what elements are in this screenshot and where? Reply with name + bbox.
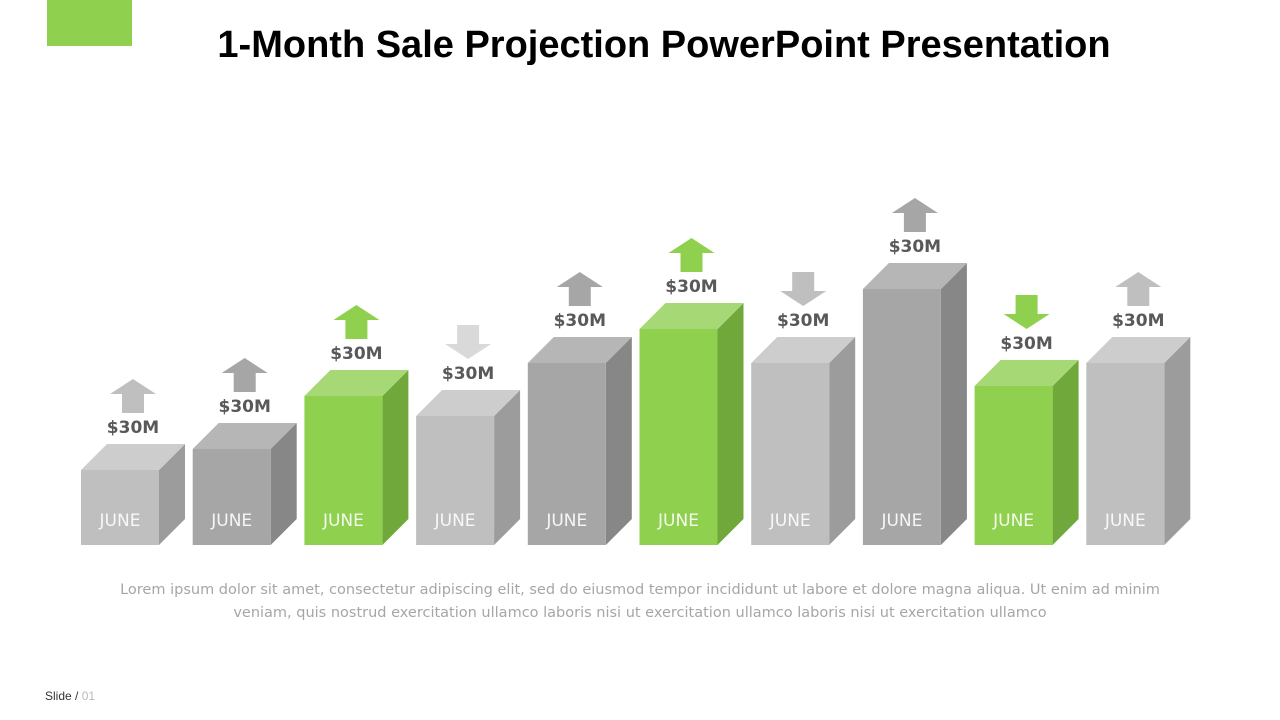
bar: [639, 329, 718, 545]
value-label: $30M: [107, 418, 159, 438]
value-label: $30M: [218, 397, 270, 417]
slide-footer: Slide / 01: [45, 689, 95, 703]
value-label: $30M: [665, 277, 717, 297]
bar-side: [382, 370, 409, 545]
bar-top: [304, 370, 409, 396]
arrow-up-icon: [333, 305, 380, 339]
bar: [304, 396, 383, 545]
bar: [974, 386, 1053, 545]
value-label: $30M: [554, 311, 606, 331]
bar: [1086, 363, 1165, 545]
bar-top: [527, 337, 632, 363]
arrow-up-icon: [221, 358, 268, 392]
bar: [192, 449, 271, 545]
value-label: $30M: [777, 311, 829, 331]
accent-block: [47, 0, 132, 46]
bar: [527, 363, 606, 545]
bar-side: [494, 390, 521, 545]
category-label: JUNE: [434, 511, 476, 531]
value-label: $30M: [1000, 334, 1052, 354]
bar-side: [605, 337, 632, 545]
bar-side: [829, 337, 856, 545]
arrow-down-icon: [445, 325, 492, 359]
slide-label: Slide: [45, 689, 72, 703]
category-label: JUNE: [99, 511, 141, 531]
bar-side: [159, 444, 185, 545]
bar-side: [1164, 337, 1191, 545]
value-label: $30M: [889, 237, 941, 257]
arrow-down-icon: [780, 272, 827, 306]
description-text: Lorem ipsum dolor sit amet, consectetur …: [120, 582, 1160, 621]
category-label: JUNE: [545, 511, 587, 531]
bar-top: [1086, 337, 1191, 363]
bar-side: [1052, 360, 1079, 545]
arrow-up-icon: [668, 238, 715, 272]
category-label: JUNE: [657, 511, 699, 531]
category-label: JUNE: [210, 511, 252, 531]
value-label: $30M: [1112, 311, 1164, 331]
value-label: $30M: [442, 364, 494, 384]
category-label: JUNE: [1104, 511, 1146, 531]
bar-top: [81, 444, 185, 470]
bar: [81, 470, 159, 545]
bar-top: [416, 390, 521, 416]
bar-top: [862, 263, 967, 289]
arrow-up-icon: [891, 198, 938, 232]
arrow-up-icon: [1115, 272, 1162, 306]
page-title: 1-Month Sale Projection PowerPoint Prese…: [217, 24, 1111, 66]
bar-top: [639, 303, 744, 329]
arrow-down-icon: [1003, 295, 1050, 329]
bar-top: [192, 423, 297, 449]
category-label: JUNE: [880, 511, 922, 531]
category-label: JUNE: [322, 511, 364, 531]
arrow-up-icon: [110, 379, 156, 413]
slide-number: 01: [81, 689, 96, 703]
bar: [416, 416, 495, 545]
bar-top: [751, 337, 856, 363]
value-label: $30M: [330, 344, 382, 364]
slide-separator: /: [71, 689, 82, 703]
bar-side: [270, 423, 297, 545]
bar-side: [717, 303, 744, 545]
bar-top: [974, 360, 1079, 386]
category-label: JUNE: [992, 511, 1034, 531]
category-label: JUNE: [769, 511, 811, 531]
bar: [751, 363, 830, 545]
arrow-up-icon: [556, 272, 603, 306]
bar: [862, 289, 941, 545]
bar-side: [940, 263, 967, 545]
